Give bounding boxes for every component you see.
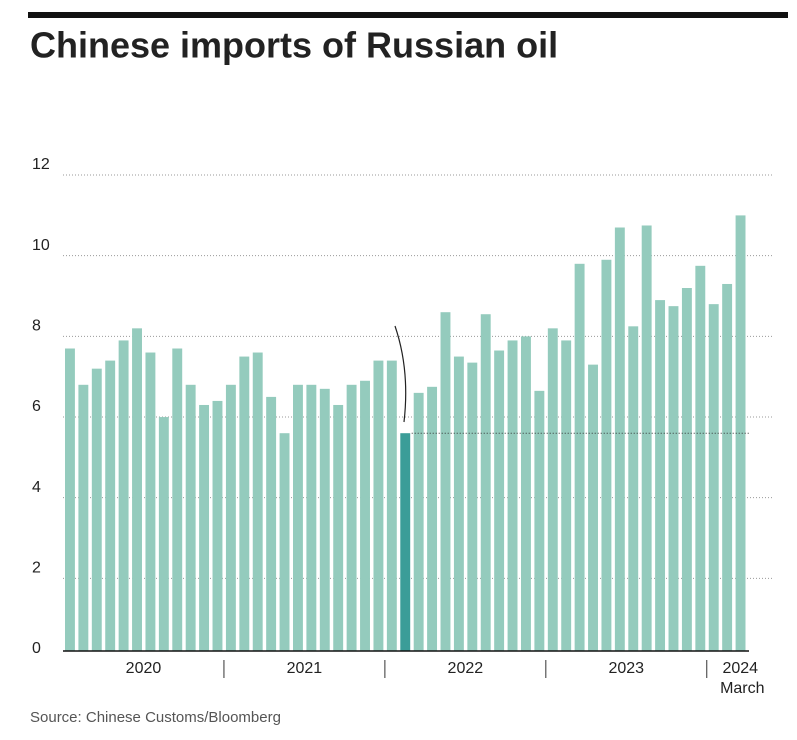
- bar: [212, 400, 223, 651]
- bar: [266, 396, 277, 651]
- bar: [225, 384, 236, 651]
- bar: [65, 348, 75, 651]
- bar: [521, 336, 531, 651]
- bar: [279, 433, 290, 651]
- y-tick-label: 10: [32, 237, 50, 254]
- bar: [105, 360, 116, 651]
- bar: [668, 306, 679, 651]
- bar: [601, 259, 612, 651]
- bar: [534, 390, 545, 651]
- y-tick-label: 0: [32, 640, 41, 657]
- bar: [722, 283, 733, 651]
- bar: [91, 368, 102, 651]
- x-tick-label: 2023: [608, 660, 644, 677]
- bar: [373, 360, 384, 651]
- bar: [641, 225, 652, 651]
- y-tick-label: 4: [32, 479, 41, 496]
- annotation-arrow: [394, 325, 407, 423]
- bar: [172, 348, 183, 651]
- bar: [319, 388, 330, 651]
- bar: [199, 404, 210, 651]
- x-tick-label: 2022: [448, 660, 484, 677]
- bar: [306, 384, 317, 651]
- bar: [78, 384, 89, 651]
- bar: [427, 386, 438, 651]
- bar: [440, 312, 451, 651]
- bar: [695, 265, 706, 651]
- bar: [185, 384, 196, 651]
- bar: [507, 340, 518, 651]
- x-tick-sublabel: March: [720, 680, 764, 697]
- bar: [655, 300, 666, 651]
- bar: [158, 417, 169, 651]
- bar: [735, 215, 746, 651]
- y-tick-label: 8: [32, 318, 41, 335]
- bar: [400, 433, 411, 651]
- y-tick-label: 2: [32, 560, 41, 577]
- y-tick-label: 6: [32, 398, 41, 415]
- source: Source: Chinese Customs/Bloomberg: [30, 709, 281, 726]
- x-tick-label: 2021: [287, 660, 323, 677]
- bar: [333, 404, 344, 651]
- bar: [145, 352, 156, 651]
- bar: [118, 340, 129, 651]
- x-tick-label: 2020: [126, 660, 162, 677]
- bar: [360, 380, 370, 651]
- bar: [614, 227, 625, 651]
- bar: [480, 314, 491, 651]
- bar: [346, 384, 357, 651]
- bar: [574, 263, 585, 651]
- bar: [239, 356, 250, 651]
- bar: [708, 304, 719, 651]
- bar: [453, 356, 464, 651]
- bar: [252, 352, 263, 651]
- y-tick-label: 12: [32, 156, 50, 173]
- bar: [132, 328, 142, 651]
- bar: [561, 340, 572, 651]
- top-rule: [28, 12, 788, 18]
- bar: [386, 360, 397, 651]
- bar: [413, 392, 424, 651]
- chart-title: Chinese imports of Russian oil: [30, 25, 558, 66]
- bar: [293, 384, 303, 651]
- bar: [547, 328, 558, 651]
- bar: [588, 364, 598, 651]
- bar: [628, 326, 639, 651]
- bar: [467, 362, 478, 651]
- bar: [681, 288, 692, 651]
- x-tick-label: 2024: [722, 660, 758, 677]
- bar: [494, 350, 505, 651]
